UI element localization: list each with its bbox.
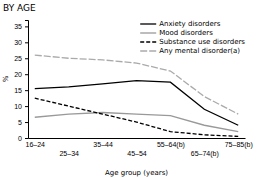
- x-tick: 65–74(b): [191, 138, 219, 158]
- x-tick: 55–64(b): [157, 138, 185, 149]
- x-tick-label: 65–74(b): [191, 150, 219, 158]
- y-tick-mark: [25, 90, 28, 91]
- y-tick-mark: [25, 42, 28, 43]
- series-line: [35, 98, 238, 136]
- series-line: [35, 55, 238, 114]
- y-axis-line: [25, 21, 29, 139]
- y-tick-mark: [25, 26, 28, 27]
- x-tick-label: 35–44: [93, 141, 113, 148]
- y-tick-mark: [25, 122, 28, 123]
- y-tick-label: 0: [18, 135, 22, 142]
- series-line: [35, 81, 238, 126]
- x-tick-label: 75–85(b): [225, 141, 253, 149]
- legend-label: Substance use disorders: [159, 38, 245, 46]
- x-tick: 45–54: [127, 138, 147, 157]
- x-tick-label: 25–34: [59, 150, 79, 157]
- x-tick: 25–34: [59, 138, 79, 157]
- legend-swatch: [140, 23, 156, 24]
- legend-item: Any mental disorder(a): [140, 47, 240, 55]
- plot: 0 5 10 15 20 25 30 35 16–24 25–34 35–44 45–54 55–64(…: [14, 20, 253, 158]
- legend-label: Mood disorders: [159, 29, 213, 37]
- x-tick: 75–85(b): [225, 138, 253, 149]
- legend-label: Anxiety disorders: [159, 20, 220, 28]
- title: BY AGE: [3, 3, 36, 13]
- y-tick: 35: [14, 23, 28, 30]
- legend-swatch: [140, 41, 156, 42]
- legend-label: Any mental disorder(a): [159, 47, 240, 55]
- chart: 0 5 10 15 20 25 30 35 16–24 25–34 35–44 45–54 55–64(…: [0, 0, 257, 178]
- y-axis-title: %: [2, 75, 10, 82]
- legend-swatch: [140, 50, 156, 51]
- y-tick-mark: [25, 106, 28, 107]
- legend-swatch: [140, 32, 156, 33]
- y-tick: 5: [18, 119, 28, 126]
- legend: Anxiety disordersMood disordersSubstance…: [140, 20, 245, 55]
- y-tick-label: 15: [14, 87, 22, 94]
- y-tick-label: 25: [14, 55, 22, 62]
- legend-item: Anxiety disorders: [140, 20, 220, 28]
- x-tick-label: 45–54: [127, 150, 147, 157]
- x-tick-label: 55–64(b): [157, 141, 185, 149]
- y-tick-label: 10: [14, 103, 22, 110]
- y-tick: 20: [14, 71, 28, 78]
- y-tick: 15: [14, 87, 28, 94]
- x-axis-line: [29, 138, 246, 139]
- legend-item: Substance use disorders: [140, 38, 245, 46]
- x-axis-title: Age group (years): [105, 169, 168, 177]
- y-tick-mark: [25, 74, 28, 75]
- y-tick: 30: [14, 39, 28, 46]
- y-tick-mark: [25, 58, 28, 59]
- y-tick-label: 20: [14, 71, 22, 78]
- x-axis: 16–24 25–34 35–44 45–54 55–64(b) 65–74(b) 75–8…: [26, 138, 253, 158]
- legend-item: Mood disorders: [140, 29, 213, 37]
- x-tick: 35–44: [93, 138, 113, 148]
- y-axis: 0 5 10 15 20 25 30 35: [14, 21, 28, 142]
- lines: [35, 55, 238, 136]
- y-tick-label: 30: [14, 39, 22, 46]
- y-tick: 10: [14, 103, 28, 110]
- x-tick-label: 16–24: [26, 141, 46, 148]
- y-tick-label: 5: [18, 119, 22, 126]
- y-tick: 25: [14, 55, 28, 62]
- y-tick-label: 35: [14, 23, 22, 30]
- x-tick: 16–24: [26, 138, 46, 148]
- y-tick-mark: [25, 138, 28, 139]
